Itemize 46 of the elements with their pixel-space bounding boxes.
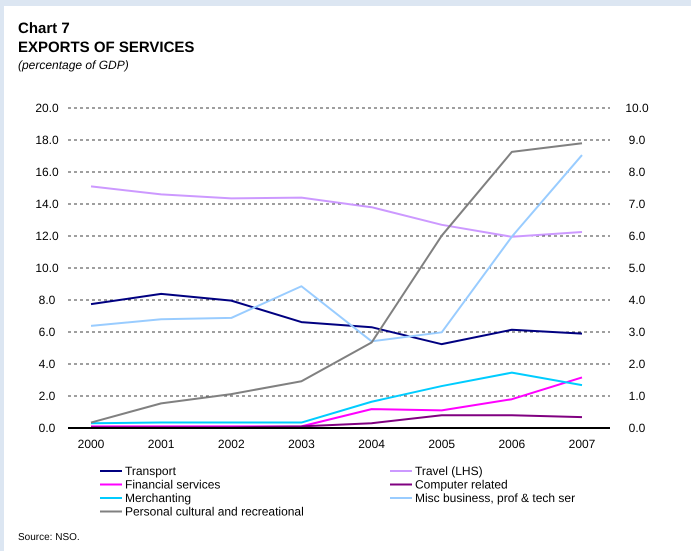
y2-tick-label: 0.0	[628, 421, 646, 436]
x-tick-label: 2005	[428, 437, 456, 451]
x-tick-label: 2006	[498, 437, 526, 451]
y-tick-label: 14.0	[35, 197, 59, 212]
y2-tick-label: 7.0	[628, 197, 646, 212]
x-tick-label: 2007	[568, 437, 596, 451]
source-note: Source: NSO.	[18, 532, 80, 543]
y-tick-label: 20.0	[35, 101, 59, 116]
y2-tick-label: 5.0	[628, 261, 646, 276]
y2-tick-label: 8.0	[628, 165, 646, 180]
legend-label: Financial services	[125, 478, 220, 492]
line-series	[90, 292, 583, 346]
chart-subtitle: EXPORTS OF SERVICES	[18, 39, 194, 56]
y-tick-label: 12.0	[35, 229, 59, 244]
x-tick-label: 2004	[358, 437, 386, 451]
y2-tick-label: 9.0	[628, 133, 646, 148]
chart-title: Chart 7	[18, 20, 70, 37]
legend-label: Transport	[125, 464, 177, 478]
line-series	[90, 414, 583, 428]
y2-tick-label: 10.0	[625, 101, 649, 116]
legend-label: Computer related	[415, 478, 508, 492]
y2-tick-label: 6.0	[628, 229, 646, 244]
y2-tick-label: 1.0	[628, 389, 646, 404]
x-tick-label: 2001	[148, 437, 175, 451]
x-tick-label: 2003	[288, 437, 316, 451]
y2-tick-label: 3.0	[628, 325, 646, 340]
y-tick-label: 8.0	[38, 293, 56, 308]
y-axis-title: (percentage of GDP)	[18, 58, 129, 72]
legend-label: Misc business, prof & tech ser	[415, 491, 576, 506]
y2-tick-label: 2.0	[628, 357, 646, 372]
line-series	[90, 154, 583, 342]
x-tick-label: 2002	[218, 437, 245, 451]
y-tick-label: 6.0	[38, 325, 56, 340]
y-tick-label: 4.0	[38, 357, 56, 372]
y-tick-label: 2.0	[38, 389, 56, 404]
line-series	[90, 142, 583, 424]
y-tick-label: 0.0	[38, 421, 56, 436]
line-series	[90, 185, 583, 238]
y2-tick-label: 4.0	[628, 293, 646, 308]
x-tick-label: 2000	[78, 437, 105, 451]
y-tick-label: 18.0	[35, 133, 59, 148]
legend-label: Merchanting	[125, 491, 192, 506]
y-tick-label: 16.0	[35, 165, 59, 180]
legend-label: Personal cultural and recreational	[125, 504, 304, 519]
legend-label: Travel (LHS)	[415, 464, 483, 478]
y-tick-label: 10.0	[35, 261, 59, 276]
